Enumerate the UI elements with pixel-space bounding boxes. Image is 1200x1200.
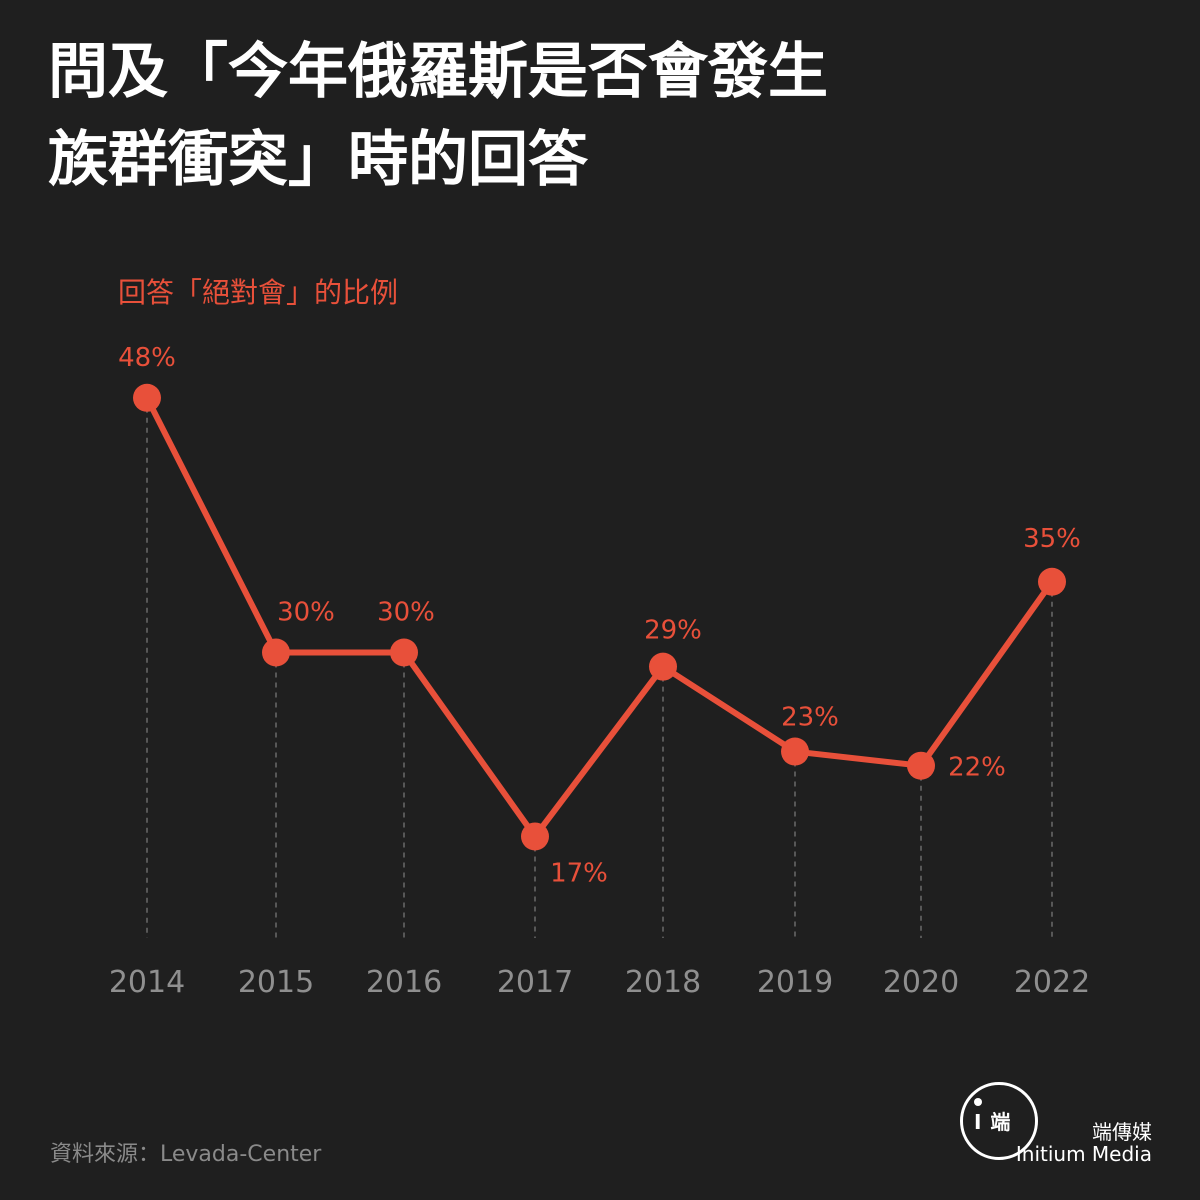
logo-dot (974, 1098, 982, 1106)
x-tick-label-2016: 2016 (366, 965, 442, 1000)
data-label-2022: 35% (1023, 524, 1081, 554)
data-point-2017 (521, 822, 549, 851)
data-label-2016: 30% (377, 598, 435, 628)
logo-circle (960, 1082, 1038, 1160)
source-note: 資料來源：Levada-Center (50, 1142, 322, 1167)
logo-glyph: I 端 (974, 1110, 1012, 1134)
data-point-2016 (390, 638, 418, 667)
x-tick-label-2019: 2019 (757, 965, 833, 1000)
data-point-2020 (907, 751, 935, 780)
chart-title-line-1: 問及「今年俄羅斯是否會發生 (48, 37, 828, 107)
chart-title-line-2: 族群衝突」時的回答 (48, 125, 588, 195)
brand-name-cn: 端傳媒 (1092, 1120, 1152, 1144)
data-label-2018: 29% (644, 616, 702, 646)
data-label-2015: 30% (277, 598, 335, 628)
series-line (144, 396, 1055, 840)
data-point-2022 (1038, 567, 1066, 596)
x-tick-label-2017: 2017 (497, 965, 573, 1000)
brand-name-en: Initium Media (1015, 1142, 1152, 1166)
data-point-2014 (133, 383, 161, 412)
x-tick-label-2022: 2022 (1014, 965, 1090, 1000)
data-label-2020: 22% (948, 753, 1006, 783)
data-label-2019: 23% (781, 703, 839, 733)
x-tick-label-2015: 2015 (238, 965, 314, 1000)
data-label-2017: 17% (550, 858, 608, 888)
brand-logo: I 端 端傳媒 Initium Media (960, 1082, 1160, 1172)
x-tick-label-2018: 2018 (625, 965, 701, 1000)
data-point-2015 (262, 638, 290, 667)
data-point-2018 (649, 652, 677, 681)
x-tick-label-2014: 2014 (109, 965, 185, 1000)
data-label-2014: 48% (118, 343, 176, 373)
x-tick-label-2020: 2020 (883, 965, 959, 1000)
chart-title: 問及「今年俄羅斯是否會發生 族群衝突」時的回答 (48, 28, 1148, 204)
data-point-2019 (781, 737, 809, 766)
y-axis-label: 回答「絕對會」的比例 (118, 276, 398, 309)
